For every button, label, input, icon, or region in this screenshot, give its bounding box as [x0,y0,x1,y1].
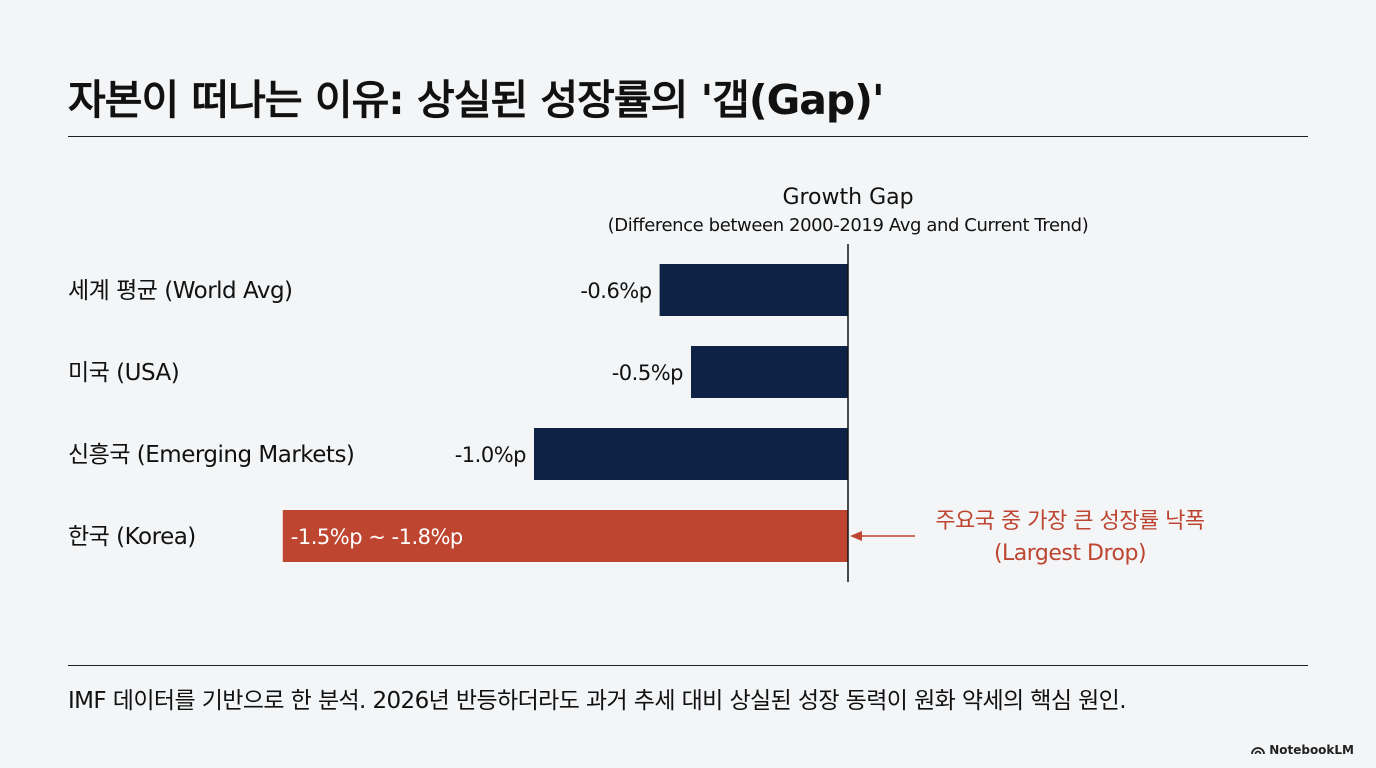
bar [659,264,848,316]
data-label: -0.5%p [612,361,683,385]
annotation-group: 주요국 중 가장 큰 성장률 낙폭 (Largest Drop) [850,509,1205,566]
page-title: 자본이 떠나는 이유: 상실된 성장률의 '갭(Gap)' [68,76,885,124]
brand-label: NotebookLM [1269,743,1354,757]
category-label: 신흥국 (Emerging Markets) [68,442,354,468]
bar [691,346,848,398]
brand-mark: NotebookLM [1251,743,1354,757]
bar [282,510,848,562]
data-label: -0.6%p [580,279,651,303]
footer-divider [68,665,1308,666]
category-label: 한국 (Korea) [68,524,196,550]
data-label: -1.5%p ~ -1.8%p [291,525,463,549]
annotation-text: 주요국 중 가장 큰 성장률 낙폭 [935,509,1205,534]
chart-marks: 세계 평균 (World Avg) -0.6%p 미국 (USA) -0.5%p 신흥국… [68,244,849,582]
notebooklm-logo-icon [1251,747,1266,755]
data-label: -1.0%p [455,443,526,467]
chart-subtitle: (Difference between 2000-2019 Avg and Cu… [608,215,1089,236]
bar [534,428,848,480]
chart-title: Growth Gap [782,185,913,210]
title-divider [68,136,1308,137]
category-label: 세계 평균 (World Avg) [68,278,293,304]
annotation-subtext: (Largest Drop) [994,541,1146,566]
annotation-arrowhead [850,531,862,541]
category-label: 미국 (USA) [68,360,179,386]
footer-note: IMF 데이터를 기반으로 한 분석. 2026년 반등하더라도 과거 추세 대… [68,688,1127,714]
growth-gap-chart: Growth Gap (Difference between 2000-2019… [68,185,1205,582]
